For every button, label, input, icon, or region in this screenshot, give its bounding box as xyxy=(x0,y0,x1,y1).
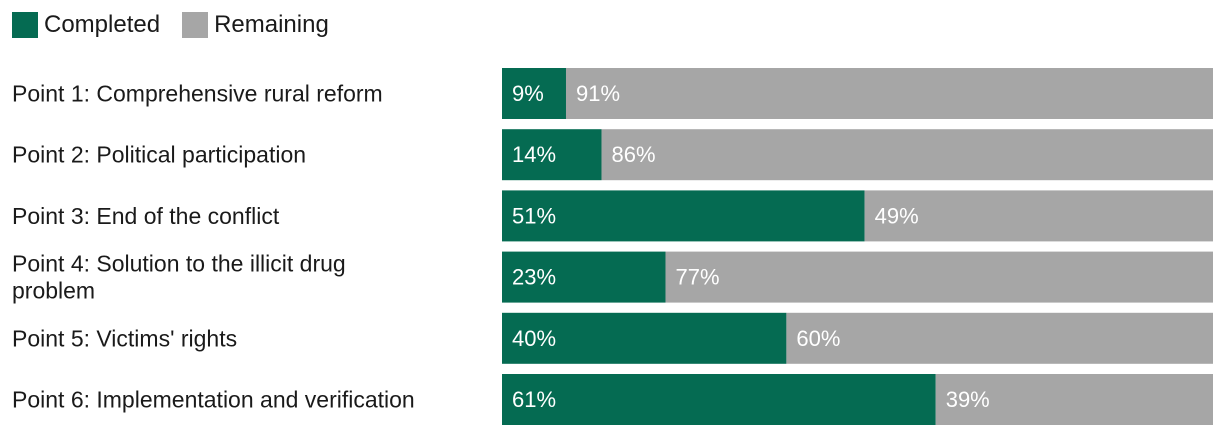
bar-completed-3 xyxy=(502,190,865,242)
bar-completed-1 xyxy=(502,68,566,119)
bar-remaining-6 xyxy=(935,374,1213,425)
data-label-remaining-3: 49% xyxy=(875,203,919,228)
bar-completed-4 xyxy=(502,251,666,303)
category-label-1: Point 1: Comprehensive rural reform xyxy=(12,81,383,107)
category-label-line: Point 6: Implementation and verification xyxy=(12,387,415,413)
category-label-line: Point 3: End of the conflict xyxy=(12,203,280,229)
data-label-remaining-6: 39% xyxy=(946,387,990,412)
legend-item-remaining: Remaining xyxy=(182,10,329,40)
bar-completed-2 xyxy=(502,129,602,181)
data-label-remaining-1: 91% xyxy=(576,81,620,106)
category-label-3: Point 3: End of the conflict xyxy=(12,203,280,229)
category-label-5: Point 5: Victims' rights xyxy=(12,325,237,351)
category-label-6: Point 6: Implementation and verification xyxy=(12,387,415,413)
bar-remaining-2 xyxy=(601,129,1213,181)
data-label-completed-5: 40% xyxy=(512,326,556,351)
data-label-remaining-5: 60% xyxy=(796,326,840,351)
data-label-completed-1: 9% xyxy=(512,81,544,106)
category-label-line: Point 4: Solution to the illicit drug xyxy=(12,251,346,277)
bar-remaining-3 xyxy=(864,190,1213,242)
category-label-line: Point 2: Political participation xyxy=(12,142,306,168)
legend-swatch-completed xyxy=(12,12,38,38)
category-label-line: problem xyxy=(12,278,95,304)
bar-remaining-1 xyxy=(565,68,1213,119)
bar-remaining-5 xyxy=(786,312,1213,364)
bar-remaining-4 xyxy=(665,251,1213,303)
bar-completed-6 xyxy=(502,374,936,425)
category-label-4: Point 4: Solution to the illicit drug pro… xyxy=(12,251,346,304)
legend-label-completed: Completed xyxy=(44,11,161,38)
data-label-remaining-4: 77% xyxy=(676,265,720,290)
category-label-2: Point 2: Political participation xyxy=(12,142,306,168)
data-label-completed-2: 14% xyxy=(512,142,556,167)
data-label-completed-6: 61% xyxy=(512,387,556,412)
legend: Completed Remaining xyxy=(12,10,351,40)
data-label-completed-4: 23% xyxy=(512,265,556,290)
data-label-completed-3: 51% xyxy=(512,203,556,228)
data-label-remaining-2: 86% xyxy=(612,142,656,167)
legend-item-completed: Completed xyxy=(12,10,160,40)
bar-completed-5 xyxy=(502,312,787,364)
legend-swatch-remaining xyxy=(182,12,209,38)
legend-label-remaining: Remaining xyxy=(214,11,329,38)
category-label-line: Point 1: Comprehensive rural reform xyxy=(12,81,383,107)
category-label-line: Point 5: Victims' rights xyxy=(12,325,237,351)
